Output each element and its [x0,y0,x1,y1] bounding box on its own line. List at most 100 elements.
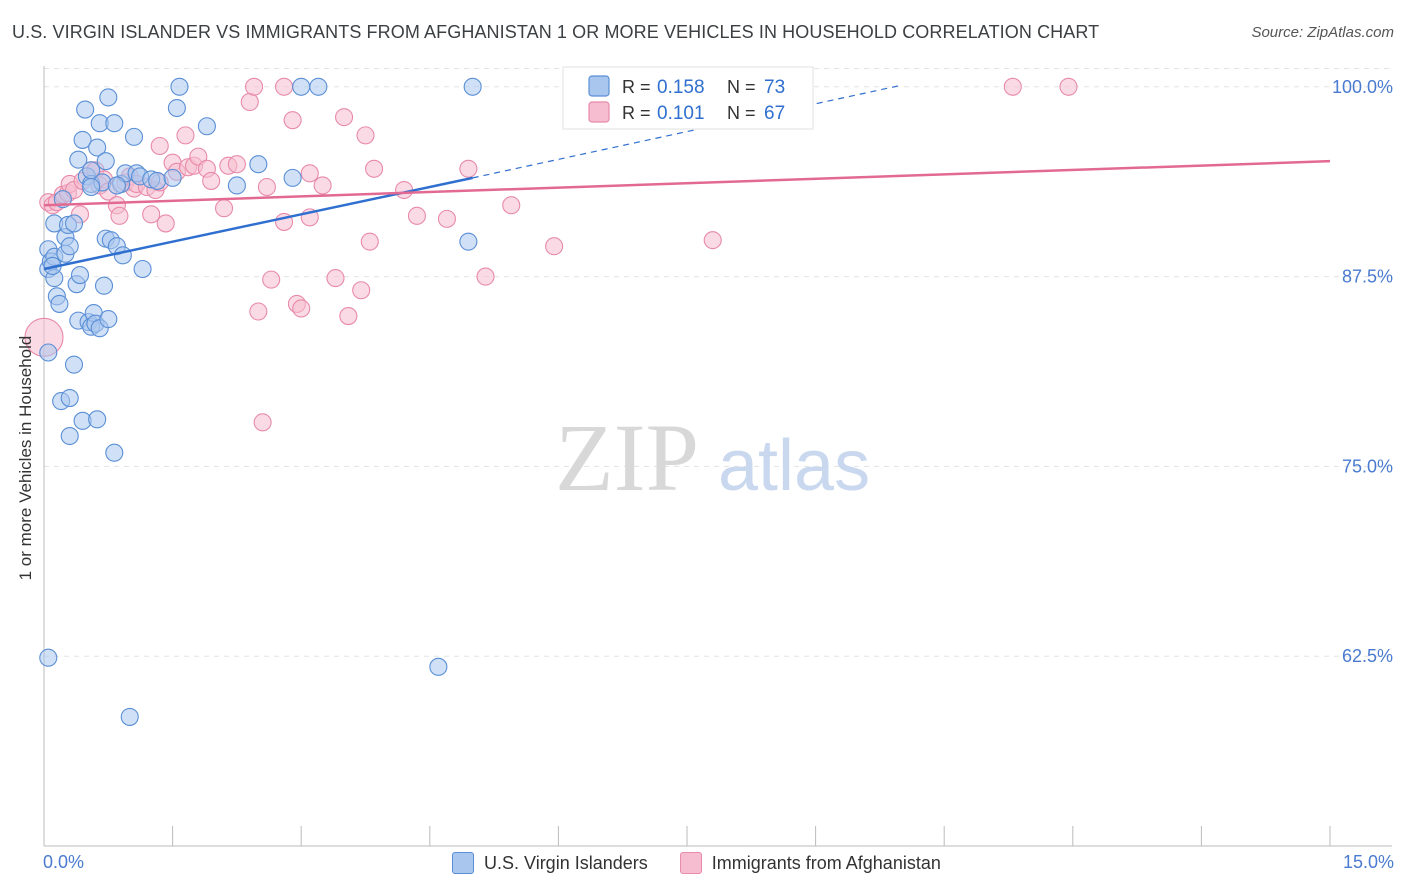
point-virgin-islanders-39 [96,152,115,171]
point-afghanistan-38 [240,92,259,112]
point-afghanistan-61 [437,209,456,228]
point-afghanistan-60 [407,206,426,225]
point-afghanistan-56 [356,126,375,145]
point-virgin-islanders-45 [105,443,124,462]
point-virgin-islanders-62 [283,168,302,187]
point-afghanistan-65 [545,237,564,256]
point-afghanistan-62 [459,159,478,178]
point-virgin-islanders-9 [50,294,69,313]
point-afghanistan-22 [142,205,161,224]
point-virgin-islanders-38 [94,276,114,295]
point-virgin-islanders-24 [73,130,92,149]
point-virgin-islanders-15 [60,237,79,256]
legend-blue-swatch [588,75,610,97]
legend-item-afghanistan: Immigrants from Afghanistan [679,852,941,874]
point-afghanistan-29 [176,126,195,145]
source-credit: Source: ZipAtlas.com [1251,24,1394,41]
watermark-atlas: atlas [718,426,870,506]
point-virgin-islanders-33 [88,138,107,157]
point-virgin-islanders-58 [170,77,189,96]
legend-pink-r-label: R = [622,103,651,123]
point-virgin-islanders-66 [459,232,478,251]
point-afghanistan-39 [244,77,264,96]
point-afghanistan-35 [214,199,234,218]
point-virgin-islanders-34 [88,410,107,429]
point-afghanistan-52 [326,269,345,288]
trend-line-pink [43,159,1331,207]
point-virgin-islanders-72 [107,176,126,195]
point-afghanistan-54 [339,307,358,326]
point-virgin-islanders-17 [60,426,79,446]
point-virgin-islanders-67 [429,657,448,676]
x-tick-min: 0.0% [43,852,85,872]
trend-line-blue-extension [472,84,902,179]
y-tick-label-1: 75.0% [1342,456,1393,476]
legend-blue-n-label: N = [727,77,756,97]
point-afghanistan-34 [202,171,221,190]
point-afghanistan-49 [300,164,319,183]
point-virgin-islanders-18 [64,355,84,374]
point-virgin-islanders-56 [148,171,167,190]
gridlines [44,68,1392,657]
legend-blue-n-value: 73 [764,77,785,98]
point-virgin-islanders-70 [82,177,101,197]
point-virgin-islanders-57 [167,98,186,118]
legend-blue-r-label: R = [622,77,651,97]
point-afghanistan-67 [1003,77,1022,96]
legend-blue-r-value: 0.158 [657,77,705,98]
x-tick-max: 15.0% [1342,852,1394,872]
point-virgin-islanders-54 [133,259,152,279]
point-afghanistan-64 [502,196,521,215]
point-virgin-islanders-60 [227,176,246,195]
series-afghanistan-points [24,77,1078,432]
point-virgin-islanders-64 [309,77,328,96]
legend-pink-n-value: 67 [764,103,785,124]
point-virgin-islanders-44 [105,114,124,133]
point-virgin-islanders-63 [292,77,311,96]
point-virgin-islanders-65 [463,77,482,96]
y-axis-label: 1 or more Vehicles in Household [16,335,35,581]
point-afghanistan-58 [365,159,384,178]
point-virgin-islanders-3 [39,648,58,667]
point-afghanistan-66 [703,231,722,250]
point-afghanistan-42 [257,177,276,197]
point-afghanistan-44 [275,77,294,96]
point-virgin-islanders-61 [249,155,268,174]
legend-pink-swatch [588,101,610,123]
legend-label-virgin-islanders: U.S. Virgin Islanders [484,852,648,873]
point-afghanistan-53 [335,108,354,127]
point-virgin-islanders-41 [99,310,118,329]
point-afghanistan-16 [110,206,129,225]
point-afghanistan-26 [156,214,175,233]
point-afghanistan-43 [262,270,281,289]
y-tick-label-2: 87.5% [1342,267,1393,287]
point-afghanistan-25 [150,136,169,156]
y-tick-label-0: 62.5% [1342,646,1393,666]
legend-pink-r-value: 0.101 [657,103,705,124]
point-virgin-islanders-2 [39,343,58,362]
point-virgin-islanders-51 [124,127,144,146]
trend-lines [43,84,1331,271]
point-virgin-islanders-69 [64,214,84,233]
watermark-zip: ZIP [555,404,699,511]
point-virgin-islanders-42 [99,88,118,107]
legend-item-virgin-islanders: U.S. Virgin Islanders [452,852,648,874]
y-tick-label-3: 100.0% [1332,77,1393,97]
legend-top: R = 0.158 N = 73 R = 0.101 N = 67 [562,66,814,130]
chart-title: U.S. VIRGIN ISLANDER VS IMMIGRANTS FROM … [12,22,1100,42]
point-afghanistan-37 [227,155,246,174]
point-afghanistan-46 [283,111,302,130]
legend-swatch-blue [452,852,474,874]
point-virgin-islanders-16 [60,389,79,408]
point-afghanistan-48 [292,299,311,318]
point-virgin-islanders-20 [69,150,88,169]
point-afghanistan-63 [476,267,495,286]
point-virgin-islanders-22 [70,266,90,285]
point-afghanistan-55 [352,281,371,300]
y-tick-labels: 62.5% 75.0% 87.5% 100.0% [1332,77,1393,666]
legend-pink-n-label: N = [727,103,756,123]
legend-bottom: U.S. Virgin Islanders Immigrants from Af… [452,852,963,874]
series-virgin-islanders-points [39,77,482,726]
legend-swatch-pink [679,852,702,874]
